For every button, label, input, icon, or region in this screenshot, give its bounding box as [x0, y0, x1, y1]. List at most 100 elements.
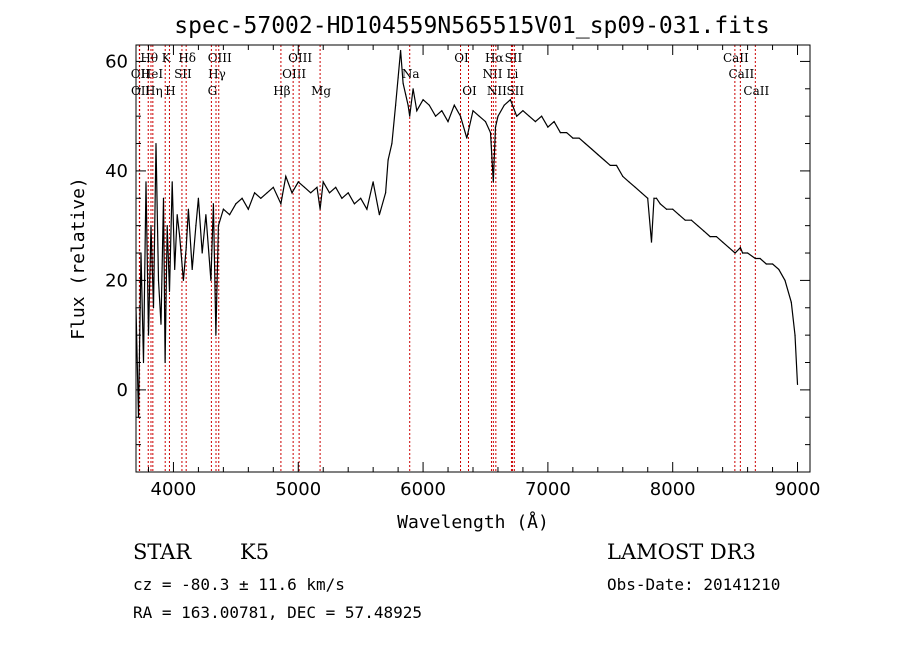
spectrum-point — [412, 88, 414, 90]
spectrum-point — [597, 153, 599, 156]
spectrum-point — [316, 186, 318, 188]
spectrum-point — [397, 77, 399, 79]
spectrum-point — [285, 175, 287, 177]
x-axis-label: Wavelength (Å) — [397, 511, 549, 533]
spectrum-point — [655, 197, 658, 199]
spectrum-point — [235, 203, 237, 205]
spectrum-point — [147, 334, 150, 336]
spectrum-point — [407, 104, 409, 106]
spectrum-point — [742, 252, 744, 254]
spectrum-point — [709, 236, 711, 238]
spectrum-point — [492, 181, 494, 183]
x-tick-label: 9000 — [775, 479, 821, 500]
spectrum-point — [152, 307, 155, 309]
spectral-line-label: Hα — [485, 51, 504, 65]
spectrum-point — [665, 208, 668, 210]
spectrum-point — [197, 197, 200, 199]
spectrum-point — [615, 164, 618, 167]
spectrum-point — [191, 268, 193, 271]
x-tick-label: 7000 — [525, 479, 571, 500]
spectrum-point — [759, 257, 761, 260]
spectrum-point — [790, 301, 792, 303]
spectrum-point — [609, 164, 611, 167]
spectrum-point — [168, 290, 171, 292]
spectrum-point — [310, 192, 312, 194]
y-axis-label: Flux (relative) — [68, 177, 89, 340]
observation-date: Obs-Date: 20141210 — [607, 575, 781, 594]
spectrum-point — [402, 82, 404, 84]
spectral-line-label: Li — [507, 67, 519, 81]
spectrum-point — [634, 186, 636, 188]
spectral-line-label: Hη — [145, 84, 163, 98]
spectrum-point — [266, 192, 268, 194]
spectrum-point — [765, 263, 767, 265]
spectrum-point — [347, 192, 349, 194]
spectrum-point — [796, 383, 799, 386]
spectrum-point — [441, 110, 443, 112]
spectrum-point — [728, 246, 730, 249]
spectrum-point — [672, 208, 674, 210]
spectrum-point — [622, 175, 624, 177]
redshift-readout: cz = -80.3 ± 11.6 km/s — [133, 575, 345, 594]
spectrum-point — [174, 268, 176, 271]
spectrum-point — [541, 115, 543, 117]
spectrum-point — [215, 334, 217, 336]
spectrum-point — [484, 121, 487, 123]
spectrum-point — [734, 252, 736, 254]
spectral-line-label: CaII — [723, 51, 749, 65]
spectrum-point — [578, 137, 580, 139]
spectrum-point — [489, 131, 492, 134]
spectrum-point — [335, 186, 337, 188]
spectrum-point — [171, 181, 173, 183]
spectrum-point — [160, 323, 162, 325]
spectrum-point — [405, 93, 407, 95]
spectrum-point — [217, 225, 219, 227]
spectrum-point — [478, 115, 480, 117]
spectrum-point — [353, 203, 356, 205]
y-tick-label: 40 — [105, 161, 128, 182]
spectral-line-label: CaII — [743, 84, 769, 98]
spectral-line-label: SII — [174, 67, 192, 81]
spectrum-point — [534, 121, 537, 123]
spectrum-data — [135, 49, 799, 418]
spectrum-point — [659, 203, 661, 205]
spectrum-point — [162, 197, 165, 199]
coordinates: RA = 163.00781, DEC = 57.48925 — [133, 603, 422, 622]
y-tick-label: 60 — [105, 51, 128, 72]
spectrum-point — [572, 137, 574, 139]
spectral-line-label: Hδ — [178, 51, 196, 65]
spectrum-point — [212, 203, 214, 205]
spectral-line-label: NII — [487, 84, 507, 98]
spectrum-point — [640, 192, 643, 194]
spectral-line-label: CaII — [728, 67, 754, 81]
spectrum-point — [150, 225, 152, 227]
spectrum-point — [360, 197, 362, 199]
spectrum-point — [187, 208, 190, 210]
spectrum-point — [378, 214, 380, 216]
spectral-line-label: OI — [462, 84, 477, 98]
spectrum-point — [494, 126, 497, 128]
spectrum-point — [647, 197, 649, 199]
spectrum-point — [771, 263, 774, 265]
spectral-line-label: Hθ — [140, 51, 158, 65]
spectrum-point — [472, 110, 474, 112]
spectrum-point — [447, 121, 449, 123]
spectrum-point — [387, 159, 389, 161]
spectrum-point — [628, 181, 630, 183]
spectrum-point — [291, 192, 293, 194]
spectrum-point — [145, 181, 147, 183]
spectrum-point — [395, 104, 397, 106]
spectrum-point — [684, 219, 686, 221]
spectrum-point — [559, 131, 561, 134]
spectrum-point — [303, 186, 306, 188]
spectrum-point — [182, 279, 185, 281]
y-tick-label: 20 — [105, 270, 128, 291]
spectrum-point — [210, 279, 212, 281]
spectrum-point — [185, 246, 187, 249]
spectrum-point — [322, 181, 324, 183]
x-tick-label: 4000 — [151, 479, 197, 500]
spectrum-point — [690, 219, 693, 221]
spectrum-point — [280, 203, 282, 205]
axes: 4000 5000 6000 7000 8000 9000 0 20 40 60 — [105, 45, 820, 500]
